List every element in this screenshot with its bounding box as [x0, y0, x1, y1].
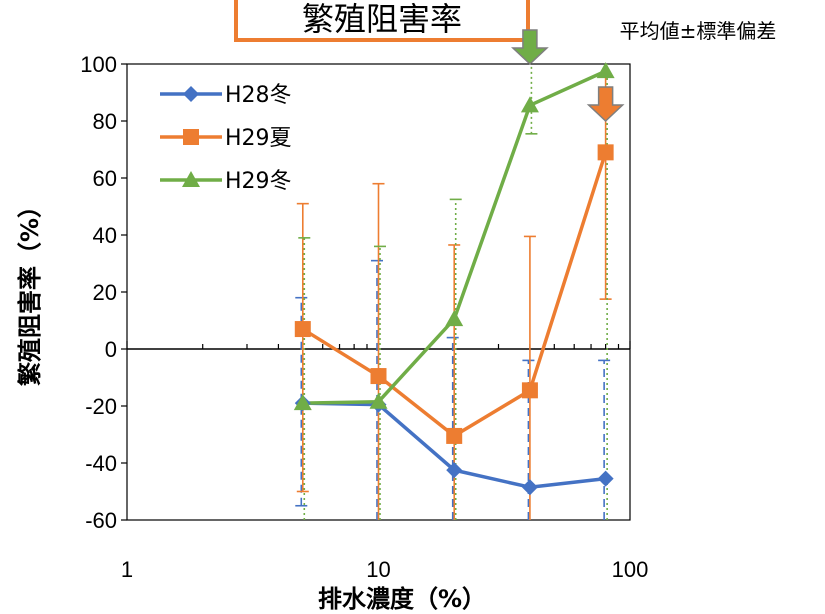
data-point	[294, 321, 311, 338]
data-point	[446, 462, 463, 479]
y-tick-label: 20	[93, 280, 117, 305]
x-axis-title: 排水濃度（%）	[318, 585, 486, 613]
legend-marker	[183, 129, 199, 145]
data-point	[369, 392, 388, 409]
data-point	[293, 394, 312, 411]
down-arrow-annotation	[586, 86, 625, 123]
x-tick-label: 10	[366, 557, 390, 582]
error-bars	[295, 64, 612, 520]
legend-label: H28冬	[225, 83, 292, 108]
legend-marker	[183, 86, 199, 102]
legend-label: H29夏	[225, 126, 292, 151]
data-point	[521, 382, 538, 399]
y-tick-label: -40	[85, 451, 117, 476]
y-tick-label: 40	[93, 223, 117, 248]
data-point	[597, 144, 614, 161]
data-point	[596, 62, 615, 79]
x-tick-label: 100	[612, 557, 649, 582]
y-tick-label: -60	[85, 508, 117, 533]
title-box	[234, 0, 530, 42]
series-markers	[293, 62, 615, 496]
data-point	[370, 368, 387, 385]
data-point	[520, 96, 539, 113]
down-arrow-annotation	[511, 29, 549, 66]
x-tick-label: 1	[121, 557, 133, 582]
y-tick-label: 80	[93, 109, 117, 134]
y-tick-label: 0	[105, 337, 117, 362]
y-tick-label: 100	[80, 52, 117, 77]
y-axis-title: 繁殖阻害率（%）	[16, 194, 44, 386]
legend-marker	[182, 171, 200, 187]
y-tick-label: -20	[85, 394, 117, 419]
y-tick-label: 60	[93, 166, 117, 191]
data-point	[445, 310, 464, 327]
legend: H28冬 H29夏 H29冬	[160, 83, 292, 194]
legend-label: H29冬	[225, 169, 292, 194]
y-tick-labels: -60 -40 -20 0 20 40 60 80 100	[80, 52, 117, 533]
chart-note: 平均値±標準偏差	[620, 19, 777, 43]
x-tick-labels: 1 10 100	[121, 557, 648, 582]
data-point	[597, 470, 614, 487]
chart-title: 繁殖阻害率	[302, 0, 462, 38]
annotations	[511, 29, 625, 123]
data-point	[521, 479, 538, 496]
data-point	[446, 427, 463, 444]
